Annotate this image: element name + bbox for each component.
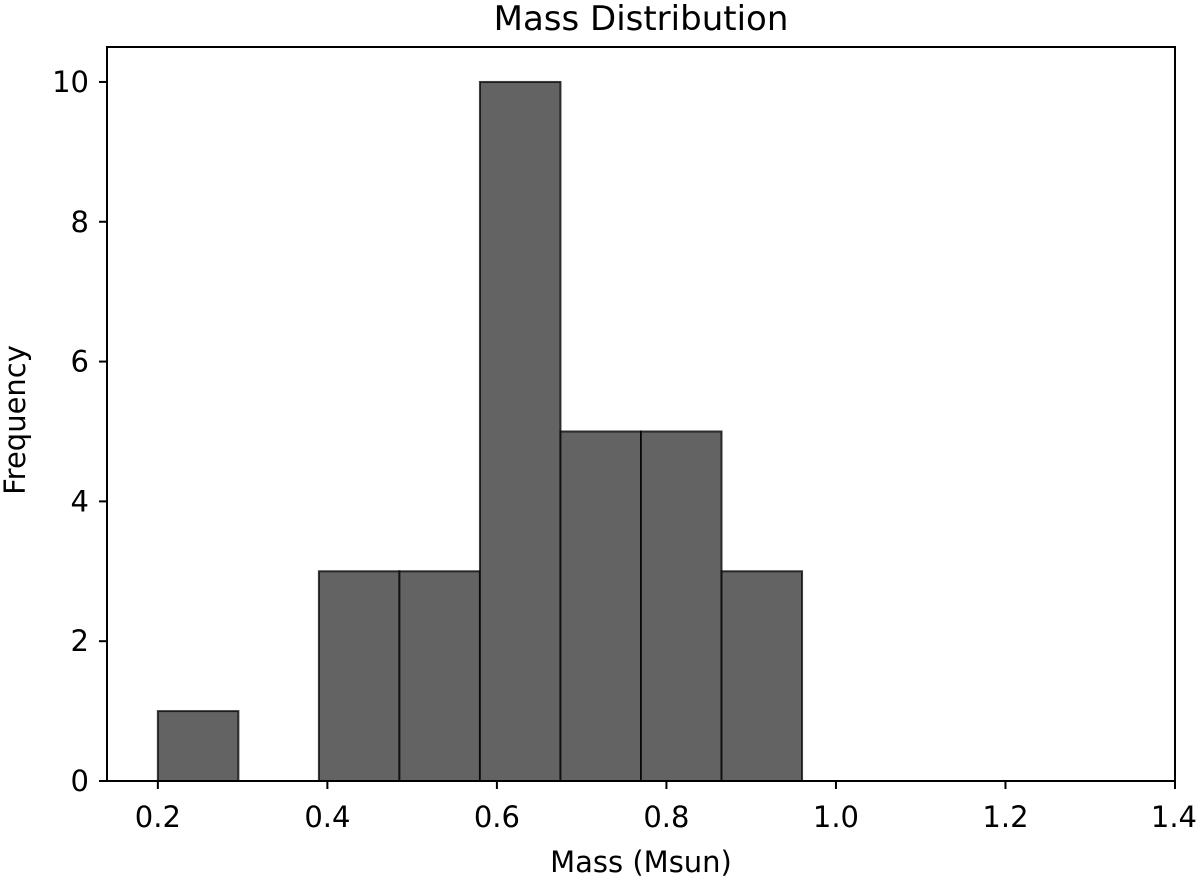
chart-title: Mass Distribution [494, 0, 789, 39]
y-tick-label-3: 6 [71, 345, 89, 379]
x-tick-label-4: 1.0 [813, 800, 859, 834]
bars-group [156, 80, 804, 782]
y-axis-ticks: 0 2 4 6 8 10 [52, 65, 107, 798]
histogram-bar-6 [640, 430, 723, 782]
histogram-bar-0 [156, 710, 240, 782]
histogram-bar-2 [317, 570, 401, 782]
y-tick-label-5: 10 [52, 65, 89, 99]
plot-frame [106, 46, 1176, 782]
x-axis-ticks: 0.2 0.4 0.6 0.8 1.0 1.2 1.4 [135, 781, 1197, 834]
y-tick-label-1: 2 [71, 624, 89, 658]
y-tick-label-4: 8 [71, 205, 89, 239]
x-tick-label-6: 1.4 [1151, 800, 1197, 834]
histogram-bar-3 [398, 570, 481, 782]
x-tick-label-5: 1.2 [982, 800, 1028, 834]
x-axis-title: Mass (Msun) [550, 845, 732, 879]
x-tick-label-2: 0.6 [474, 800, 520, 834]
x-tick-label-1: 0.4 [304, 800, 350, 834]
histogram-bar-4 [478, 80, 562, 782]
y-tick-label-0: 0 [71, 764, 89, 798]
x-tick-label-0: 0.2 [135, 800, 181, 834]
y-axis-title: Frequency [0, 345, 32, 495]
histogram-bar-5 [559, 430, 643, 782]
x-tick-label-3: 0.8 [643, 800, 689, 834]
y-tick-label-2: 4 [71, 484, 89, 518]
histogram-bar-7 [720, 570, 804, 782]
